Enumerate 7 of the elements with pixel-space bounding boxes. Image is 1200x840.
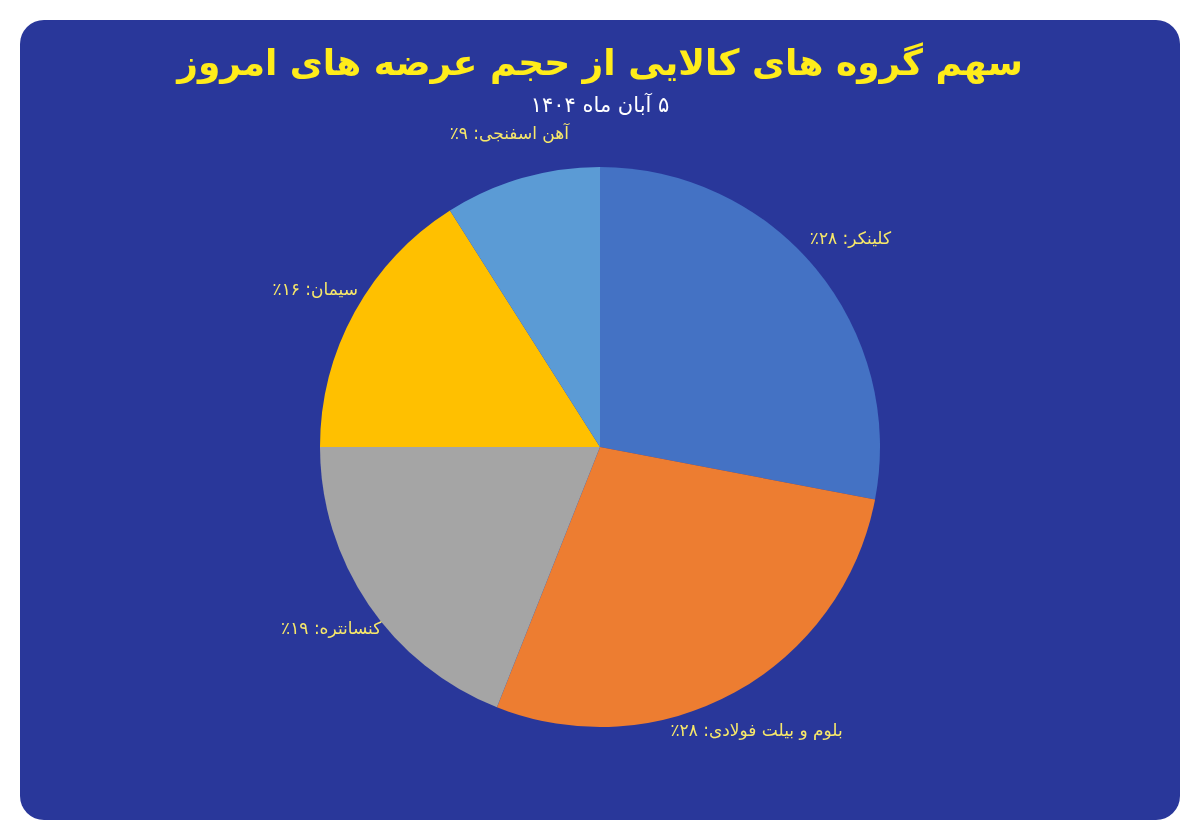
slice-label: کنسانتره: ۱۹٪ [281,618,383,639]
chart-title: سهم گروه های کالایی از حجم عرضه های امروز [174,41,1024,83]
chart-subtitle: ۵ آبان ماه ۱۴۰۴ [529,92,671,117]
slice-label: بلوم و بیلت فولادی: ۲۸٪ [670,720,843,741]
slice-label: کلینکر: ۲۸٪ [809,228,892,249]
slice-label: آهن اسفنجی: ۹٪ [449,122,571,144]
slice-label: سیمان: ۱۶٪ [272,278,358,299]
